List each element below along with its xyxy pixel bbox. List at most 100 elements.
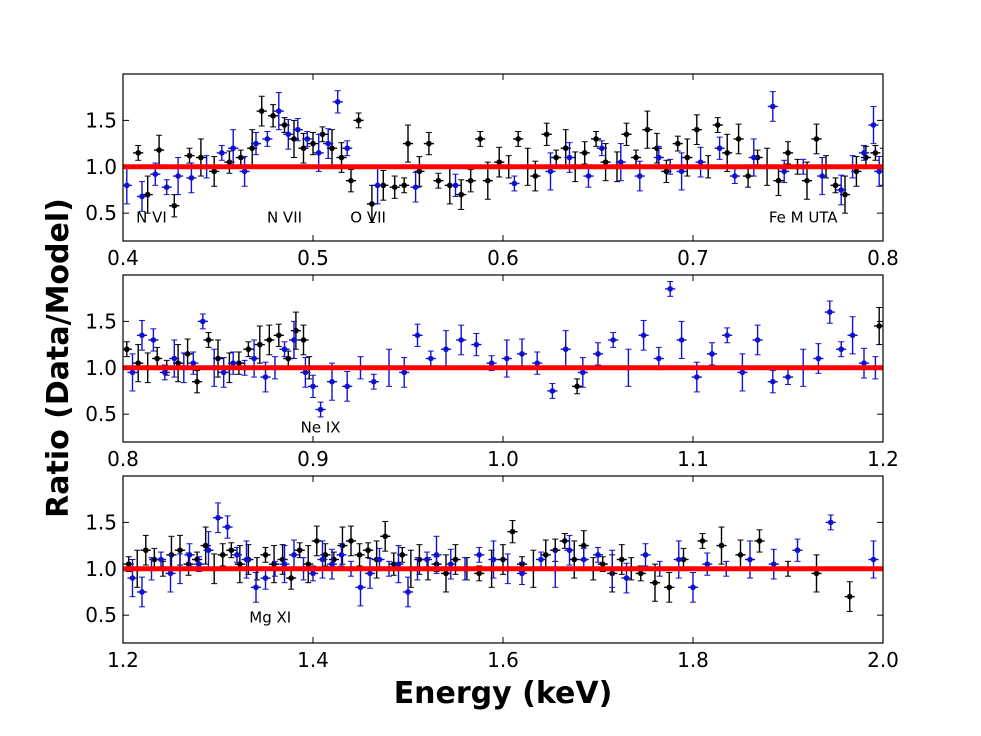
data-point-blue: [239, 156, 250, 187]
data-point-black: [273, 323, 284, 347]
data-point-blue: [342, 370, 353, 402]
line-annotation: N VII: [267, 208, 302, 226]
data-point-blue: [653, 145, 664, 170]
data-point-blue: [767, 91, 778, 122]
data-point-blue: [249, 339, 260, 378]
data-point-black: [870, 144, 881, 161]
data-point-blue: [425, 350, 436, 367]
data-point-blue: [315, 401, 326, 418]
data-point-black: [399, 177, 410, 194]
data-point-blue: [188, 351, 199, 375]
data-point-black: [716, 526, 727, 565]
line-annotation: Mg XI: [249, 609, 291, 627]
data-point-blue: [250, 131, 262, 156]
data-point-blue: [702, 552, 713, 576]
plot-area: [123, 90, 883, 223]
data-point-blue: [440, 330, 452, 369]
data-point-blue: [847, 316, 858, 355]
data-point-black: [195, 138, 206, 177]
panel-frame: [122, 475, 884, 644]
data-point-blue: [456, 324, 467, 356]
data-point-black: [456, 179, 467, 210]
data-point-blue: [399, 357, 410, 388]
data-point-blue: [241, 540, 252, 579]
data-point-blue: [273, 92, 284, 131]
data-point-blue: [564, 534, 575, 566]
x-tick-label: 1.4: [297, 648, 329, 672]
data-point-blue: [665, 280, 676, 297]
data-point-black: [475, 131, 486, 147]
data-point-black: [363, 542, 374, 559]
data-point-blue: [615, 143, 626, 182]
x-tick-label: 0.5: [297, 246, 329, 270]
data-point-black: [389, 175, 400, 199]
data-point-black: [600, 143, 611, 182]
data-point-blue: [516, 561, 528, 586]
data-point-blue: [450, 173, 461, 197]
data-point-black: [133, 144, 144, 161]
data-point-black: [184, 147, 195, 164]
data-point-black: [397, 546, 408, 563]
data-point-blue: [161, 179, 172, 196]
data-point-black: [661, 159, 672, 184]
data-point-black: [298, 324, 309, 356]
y-tick-label: 1.0: [85, 356, 117, 380]
data-point-blue: [218, 357, 229, 388]
data-point-black: [811, 123, 822, 155]
data-point-blue: [393, 545, 404, 584]
data-point-blue: [300, 357, 311, 388]
data-point-blue: [767, 370, 778, 394]
data-point-blue: [706, 342, 718, 366]
data-point-black: [782, 141, 794, 165]
data-point-black: [174, 534, 186, 566]
data-point-black: [591, 131, 602, 147]
data-point-blue: [545, 152, 556, 191]
data-point-blue: [676, 320, 687, 359]
data-point-blue: [768, 548, 779, 580]
data-point-black: [735, 539, 746, 571]
plot-area: [123, 280, 883, 418]
data-point-blue: [136, 319, 148, 351]
data-point-blue: [136, 576, 148, 608]
data-point-blue: [302, 131, 313, 147]
data-point-black: [494, 146, 505, 178]
data-point-black: [209, 156, 220, 187]
data-point-blue: [212, 502, 224, 534]
data-point-black: [697, 533, 708, 549]
data-point-blue: [127, 559, 138, 598]
data-point-blue: [516, 338, 528, 370]
data-point-blue: [782, 369, 794, 385]
x-tick-label: 0.8: [107, 447, 139, 471]
data-point-blue: [127, 353, 138, 392]
x-tick-label: 0.7: [677, 246, 709, 270]
data-point-black: [154, 134, 165, 166]
x-tick-label: 1.1: [677, 447, 709, 471]
data-point-blue: [722, 327, 733, 344]
data-point-blue: [687, 571, 699, 603]
data-point-blue: [825, 514, 836, 531]
data-point-black: [142, 175, 153, 214]
line-annotation: Ne IX: [301, 419, 341, 437]
data-point-blue: [729, 168, 740, 184]
data-point-blue: [203, 531, 214, 570]
data-point-blue: [169, 339, 180, 378]
data-point-blue: [372, 166, 383, 205]
data-point-black: [712, 117, 723, 133]
data-point-black: [541, 122, 552, 146]
data-point-black: [621, 122, 632, 146]
data-point-black: [811, 554, 822, 593]
data-point-blue: [578, 547, 589, 572]
data-point-blue: [148, 328, 159, 352]
data-point-black: [691, 114, 702, 146]
data-point-blue: [752, 324, 763, 356]
data-point-blue: [673, 540, 684, 579]
data-point-black: [465, 169, 476, 193]
x-tick-label: 1.6: [487, 648, 519, 672]
data-point-black: [303, 545, 314, 584]
data-point-blue: [228, 351, 239, 375]
data-point-black: [354, 543, 365, 567]
data-point-black: [642, 110, 653, 149]
data-point-black: [572, 378, 583, 395]
y-tick-label: 1.5: [85, 309, 117, 333]
x-tick-label: 2.0: [867, 648, 899, 672]
